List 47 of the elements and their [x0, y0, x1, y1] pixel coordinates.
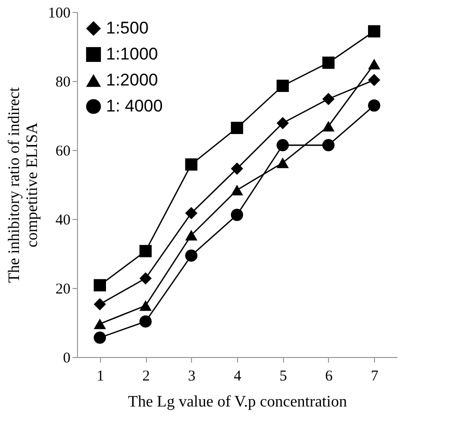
legend-label: 1: 4000: [106, 96, 163, 116]
x-tick-label: 3: [188, 368, 196, 384]
x-tick-label: 2: [142, 368, 150, 384]
point: [139, 272, 152, 284]
point: [276, 80, 289, 92]
y-tick-label: 80: [56, 74, 70, 90]
point: [94, 332, 106, 344]
point: [230, 184, 244, 196]
point: [322, 92, 335, 106]
point: [139, 244, 152, 258]
point: [185, 249, 198, 262]
y-tick-label: 60: [56, 144, 70, 160]
point: [276, 116, 289, 130]
x-axis-title: The Lg value of V.p concentration: [128, 394, 347, 410]
point: [276, 139, 289, 152]
y-tick-label: 0: [63, 350, 70, 366]
legend-label: 1:500: [106, 18, 149, 38]
legend-label: 1:1000: [106, 44, 158, 64]
point: [230, 162, 244, 175]
y-tick-label: 100: [48, 6, 70, 22]
point: [185, 230, 198, 241]
point: [368, 25, 380, 38]
y-tick-label: 40: [56, 212, 70, 228]
x-tick-label: 4: [234, 368, 242, 384]
point: [322, 139, 335, 152]
point: [276, 157, 289, 168]
point: [322, 56, 335, 69]
point: [94, 279, 106, 292]
point: [139, 300, 152, 311]
point: [139, 315, 152, 328]
y-axis-title: The inhibitory ratio of indirect competitive ELISA: [6, 86, 41, 283]
point: [185, 207, 198, 220]
point: [185, 158, 198, 171]
x-tick-label: 7: [370, 368, 379, 384]
point: [368, 58, 380, 70]
point: [322, 120, 335, 132]
y-tick-label: 20: [56, 282, 70, 298]
legend-label: 1:2000: [106, 70, 158, 90]
x-tick-label: 6: [325, 368, 334, 384]
point: [230, 122, 244, 134]
x-tick-label: 1: [96, 368, 104, 384]
point: [368, 74, 380, 86]
point: [230, 208, 244, 221]
x-tick-label: 5: [279, 368, 287, 384]
point: [94, 298, 106, 310]
point: [94, 318, 106, 330]
point: [368, 99, 380, 112]
